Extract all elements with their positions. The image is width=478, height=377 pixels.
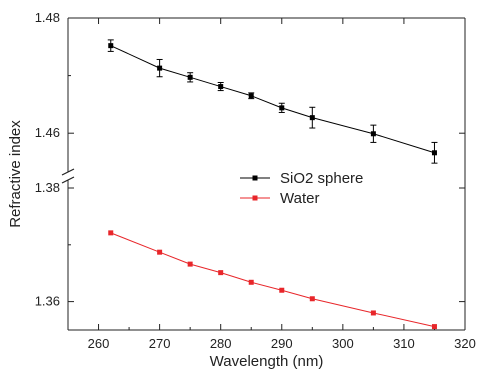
data-point <box>370 310 376 316</box>
x-tick-label: 300 <box>332 336 354 351</box>
series-water <box>108 230 437 330</box>
legend-label: SiO2 sphere <box>280 170 363 187</box>
data-point <box>108 230 114 236</box>
data-point <box>157 65 163 71</box>
y-tick-label: 1.36 <box>35 294 60 309</box>
x-tick-label: 270 <box>149 336 171 351</box>
series-sio2-sphere <box>107 39 438 164</box>
series-layer <box>107 39 438 330</box>
legend-marker <box>252 175 258 181</box>
x-tick-label: 320 <box>454 336 476 351</box>
data-point <box>431 324 437 330</box>
data-point <box>187 261 193 267</box>
data-point <box>309 115 315 121</box>
x-tick-label: 310 <box>393 336 415 351</box>
series-line <box>110 232 435 328</box>
data-point <box>248 93 254 99</box>
data-point <box>309 296 315 302</box>
legend-label: Water <box>280 190 319 207</box>
data-point <box>187 74 193 80</box>
legend: SiO2 sphere Water <box>240 170 363 207</box>
x-axis-label: Wavelength (nm) <box>210 353 324 370</box>
x-tick-label: 290 <box>271 336 293 351</box>
axis-ticks: 260 270 280 290 300 310 320 1.46 1.48 1.36 1.38 <box>35 10 476 351</box>
axis-break-mark <box>61 168 75 176</box>
legend-marker <box>252 195 258 201</box>
y-axis-label: Refractive index <box>7 120 24 228</box>
x-tick-label: 280 <box>210 336 232 351</box>
data-point <box>108 43 114 49</box>
y-tick-label: 1.38 <box>35 180 60 195</box>
data-point <box>218 84 224 90</box>
y-tick-label: 1.48 <box>35 10 60 25</box>
x-tick-label: 260 <box>88 336 110 351</box>
data-point <box>431 150 437 156</box>
plot-frame <box>61 17 466 331</box>
data-point <box>279 105 285 111</box>
y-tick-label: 1.46 <box>35 125 60 140</box>
data-point <box>370 131 376 137</box>
data-point <box>248 279 254 285</box>
data-point <box>218 270 224 276</box>
data-point <box>279 287 285 293</box>
data-point <box>157 249 163 255</box>
axis-break-mark <box>61 176 75 184</box>
